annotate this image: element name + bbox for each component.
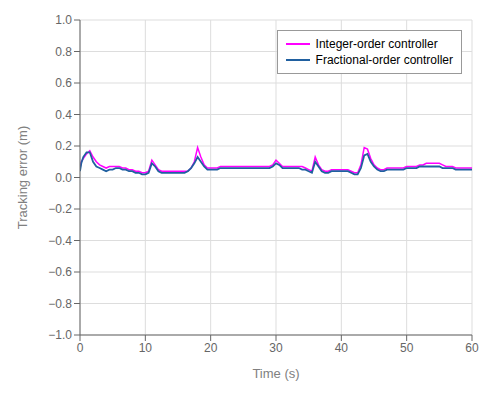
svg-text:−0.6: −0.6 <box>48 265 72 279</box>
svg-text:10: 10 <box>139 341 153 355</box>
svg-text:−1.0: −1.0 <box>48 328 72 342</box>
html-text:Integer-order controller: Integer-order controller <box>315 37 438 51</box>
svg-text:0.4: 0.4 <box>55 108 72 122</box>
svg-text:60: 60 <box>465 341 479 355</box>
svg-text:0.6: 0.6 <box>55 76 72 90</box>
svg-text:40: 40 <box>335 341 349 355</box>
svg-text:Tracking error (m): Tracking error (m) <box>15 126 30 230</box>
svg-text:−0.8: −0.8 <box>48 297 72 311</box>
svg-text:Time (s): Time (s) <box>252 366 299 381</box>
svg-text:0.8: 0.8 <box>55 45 72 59</box>
svg-text:30: 30 <box>269 341 283 355</box>
html-text:Fractional-order controller: Fractional-order controller <box>315 53 453 67</box>
svg-text:−0.2: −0.2 <box>48 202 72 216</box>
svg-text:0.0: 0.0 <box>55 171 72 185</box>
svg-text:−0.4: −0.4 <box>48 234 72 248</box>
svg-text:20: 20 <box>204 341 218 355</box>
svg-text:50: 50 <box>400 341 414 355</box>
svg-text:0: 0 <box>77 341 84 355</box>
svg-text:0.2: 0.2 <box>55 139 72 153</box>
svg-text:1.0: 1.0 <box>55 13 72 27</box>
